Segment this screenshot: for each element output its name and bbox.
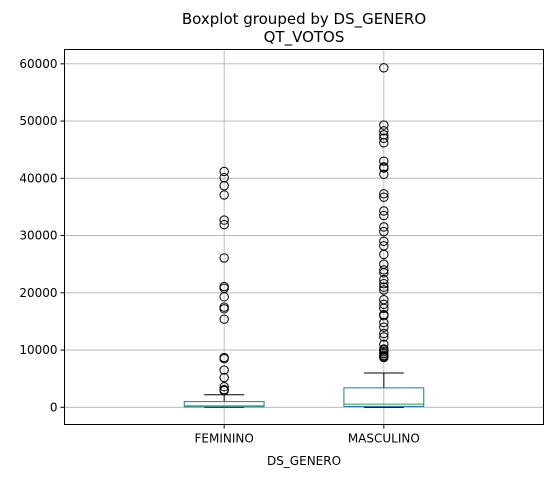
y-tick-label: 20000 — [19, 286, 57, 300]
flier-point — [219, 181, 229, 191]
grid-lines — [64, 49, 544, 425]
flier-point — [379, 210, 389, 221]
flier-point — [379, 352, 389, 363]
flier-point — [379, 226, 389, 237]
flier-point — [379, 163, 389, 173]
flier-point — [379, 311, 389, 321]
flier-point — [379, 322, 389, 332]
flier-point — [379, 274, 389, 285]
flier-point — [219, 386, 229, 396]
flier-point — [219, 382, 229, 392]
y-tick-label: 40000 — [19, 171, 57, 185]
flier-point — [219, 253, 229, 263]
y-tick-label: 10000 — [19, 343, 57, 357]
flier-point — [379, 133, 389, 143]
flier-point — [379, 299, 389, 309]
flier-point — [219, 372, 229, 383]
flier-point — [379, 236, 389, 246]
box-feminino — [183, 394, 265, 408]
flier-point — [379, 249, 389, 260]
flier-point — [219, 314, 229, 324]
y-tick-label: 30000 — [19, 229, 57, 243]
y-tick-label: 60000 — [19, 57, 57, 71]
plot-area-frame — [64, 49, 544, 425]
flier-point — [379, 206, 389, 216]
iqr-box — [183, 401, 265, 408]
flier-point — [219, 292, 229, 302]
flier-point — [379, 169, 389, 180]
flier-point — [219, 304, 229, 314]
iqr-box — [343, 387, 425, 407]
flier-point — [379, 303, 389, 313]
flier-point — [219, 353, 229, 364]
flier-point — [379, 126, 389, 136]
x-tick-label: FEMININO — [195, 432, 254, 446]
flier-point — [219, 219, 229, 230]
flier-point — [219, 365, 229, 375]
flier-point — [379, 339, 389, 350]
x-axis-ticks: FEMININO MASCULINO — [195, 424, 420, 446]
flier-point — [379, 317, 389, 328]
flier-point — [219, 215, 229, 225]
flier-point — [219, 190, 229, 200]
flier-point — [379, 278, 389, 289]
flier-point — [379, 222, 389, 232]
flier-point — [379, 138, 389, 148]
flier-point — [379, 332, 389, 342]
flier-point — [379, 282, 389, 292]
box-masculino — [343, 372, 425, 408]
y-tick-label: 50000 — [19, 114, 57, 128]
chart-suptitle: Boxplot grouped by DS_GENERO — [182, 10, 426, 29]
flier-point — [379, 285, 389, 295]
flier-point — [379, 268, 389, 278]
chart-title: QT_VOTOS — [264, 28, 345, 47]
flier-point — [379, 156, 389, 166]
flier-point — [379, 63, 389, 73]
y-axis-ticks: 0 10000 20000 30000 40000 50000 60000 — [19, 57, 65, 414]
flier-point — [379, 265, 389, 275]
flier-point — [379, 120, 389, 130]
flier-point — [379, 328, 389, 339]
y-tick-label: 0 — [50, 400, 58, 414]
flier-layer — [219, 63, 389, 396]
flier-point — [219, 166, 229, 177]
flier-point — [379, 192, 389, 202]
flier-point — [379, 189, 389, 199]
x-tick-label: MASCULINO — [348, 432, 420, 446]
x-axis-label: DS_GENERO — [267, 454, 341, 468]
